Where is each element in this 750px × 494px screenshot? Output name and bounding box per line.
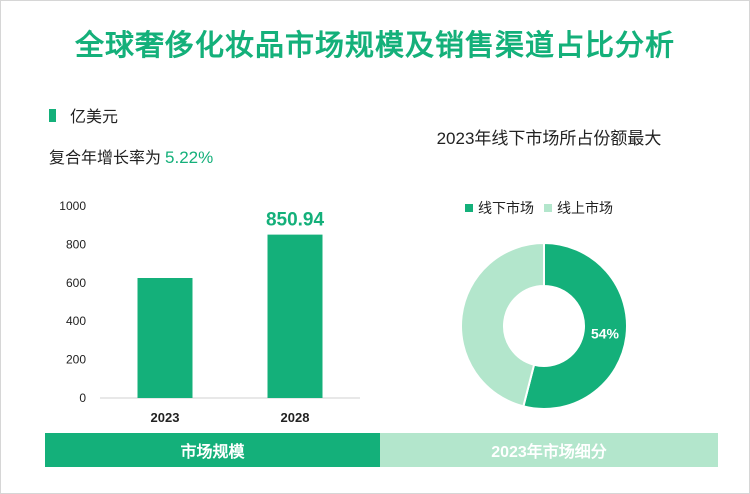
donut-legend: 线下市场 线上市场	[465, 198, 623, 218]
donut-legend-swatch-offline	[465, 204, 473, 212]
bar-2028	[267, 234, 323, 398]
bar-data-label-2028: 850.94	[266, 210, 325, 231]
donut-legend-item-online: 线上市场	[544, 198, 613, 218]
donut-legend-label-offline: 线下市场	[478, 200, 534, 216]
y-tick-label: 600	[66, 276, 86, 290]
donut-legend-label-online: 线上市场	[557, 200, 613, 216]
donut-legend-item-offline: 线下市场	[465, 198, 534, 218]
y-tick-label: 800	[66, 237, 86, 251]
y-tick-label: 0	[79, 391, 86, 405]
footer-market-size: 市场规模	[45, 433, 380, 467]
cagr-text: 复合年增长率为 5.22%	[49, 144, 213, 168]
bar-legend-swatch	[49, 108, 56, 122]
bar-2023	[137, 278, 193, 398]
bar-legend: 亿美元	[49, 103, 118, 127]
y-tick-label: 400	[66, 314, 86, 328]
cagr-value: 5.22%	[165, 148, 214, 167]
donut-legend-swatch-online	[544, 204, 552, 212]
y-tick-label: 200	[66, 353, 86, 367]
cagr-label: 复合年增长率为	[49, 150, 162, 167]
footer-segmentation: 2023年市场细分	[380, 433, 718, 467]
donut-slice-1	[460, 241, 545, 408]
x-tick-label-2028: 2028	[281, 410, 310, 425]
bar-legend-label: 亿美元	[70, 109, 119, 126]
donut-title: 2023年线下市场所占份额最大	[436, 129, 662, 148]
donut-slice-0	[522, 241, 628, 410]
x-tick-label-2023: 2023	[151, 410, 180, 425]
page-title: 全球奢侈化妆品市场规模及销售渠道占比分析	[74, 30, 675, 62]
donut-data-label-0: 54%	[591, 326, 620, 342]
y-tick-label: 1000	[59, 199, 86, 213]
